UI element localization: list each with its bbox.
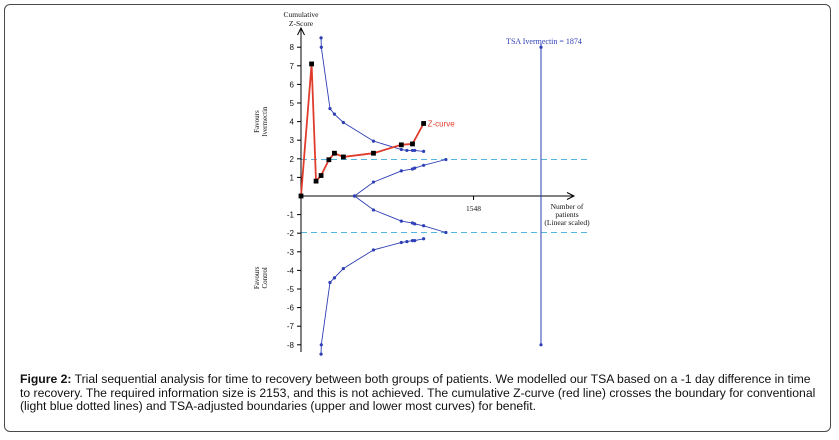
upper-futility-line [354, 159, 447, 197]
upper-boundary-point [399, 147, 403, 152]
upper-futility-point [422, 163, 426, 167]
lower-boundary-point [319, 343, 323, 347]
caption-label: Figure 2: [20, 372, 72, 386]
z-curve-point [309, 61, 314, 67]
ris-label: TSA Ivermectin = 1874 [506, 37, 582, 46]
y-tick-label: 6 [290, 80, 295, 89]
y-tick-label: -3 [287, 248, 295, 257]
y-tick-label: -1 [287, 211, 295, 220]
x-axis-title-line: patients [555, 210, 578, 219]
upper-futility-point [399, 169, 403, 173]
tsa-chart: 87654321-1-2-3-4-5-6-7-81548CumulativeZ-… [253, 10, 590, 356]
y-tick-label: -8 [287, 341, 295, 350]
upper-boundary-point [371, 139, 376, 143]
z-curve-point [318, 173, 324, 178]
y-tick-label: 4 [290, 118, 295, 127]
lower-futility-point [444, 230, 448, 235]
x-tick-label: 1548 [466, 204, 481, 213]
caption-text: Trial sequential analysis for time to re… [20, 372, 816, 414]
upper-boundary-point [341, 120, 345, 125]
lower-futility-point [422, 224, 426, 228]
lower-boundary-point [328, 280, 332, 285]
z-curve-point [326, 157, 332, 163]
lower-boundary-point [399, 240, 403, 245]
favours-lower-label: Favours [253, 266, 261, 289]
y-tick-label: -7 [287, 322, 295, 331]
upper-futility-point [413, 166, 417, 170]
ris-top-point [539, 45, 543, 49]
upper-boundary-point [410, 148, 415, 153]
y-tick-label: 8 [290, 43, 295, 52]
ris-bottom-point [539, 343, 543, 347]
z-curve-point [313, 178, 319, 184]
lower-boundary-line [320, 238, 424, 355]
y-axis-title-line: Cumulative [284, 10, 320, 19]
lower-boundary-point [319, 352, 323, 356]
z-curve-point [332, 150, 337, 156]
y-tick-label: -6 [287, 304, 295, 313]
upper-boundary-point [319, 36, 323, 40]
y-tick-label: 3 [290, 136, 295, 145]
figure-caption: Figure 2: Trial sequential analysis for … [20, 372, 818, 414]
favours-lower-label: Control [261, 267, 269, 288]
upper-boundary-point [332, 112, 337, 116]
lower-futility-point [352, 194, 357, 198]
z-curve-point [371, 150, 376, 156]
favours-upper-label: Ivermectin [261, 106, 269, 137]
y-axis-arrow [297, 26, 305, 36]
z-curve-point [340, 154, 346, 160]
y-tick-label: 7 [290, 62, 295, 71]
y-tick-label: -2 [287, 229, 295, 238]
x-axis-title-line: (Linear scaled) [544, 218, 590, 227]
x-axis-title-line: Number of [551, 202, 584, 211]
z-curve-label: Z-curve [428, 119, 456, 128]
upper-boundary-point [405, 148, 409, 153]
upper-boundary-point [328, 106, 332, 111]
lower-boundary-point [341, 266, 345, 271]
figure-frame [4, 4, 831, 432]
y-tick-label: 5 [290, 99, 295, 108]
upper-futility-point [371, 180, 376, 184]
upper-boundary-point [319, 45, 323, 49]
lower-futility-line [354, 195, 447, 233]
z-curve-point [421, 121, 427, 126]
upper-boundary-line [320, 37, 424, 152]
lower-boundary-point [405, 239, 409, 244]
z-curve-point [398, 142, 404, 148]
y-tick-label: 1 [290, 173, 295, 182]
lower-boundary-point [410, 239, 415, 243]
upper-futility-point [444, 157, 448, 162]
lower-futility-point [399, 219, 403, 223]
lower-boundary-point [332, 276, 337, 280]
lower-boundary-point [422, 237, 426, 241]
y-tick-label: -4 [287, 266, 295, 275]
z-curve-point [298, 193, 304, 199]
favours-upper-label: Favours [253, 110, 261, 133]
y-tick-label: -5 [287, 285, 295, 294]
x-axis-arrow [566, 192, 576, 200]
lower-futility-point [371, 208, 376, 212]
z-curve-point [410, 141, 415, 147]
y-axis-title-line: Z-Score [289, 19, 314, 28]
upper-boundary-point [422, 149, 426, 153]
upper-boundary-point [413, 148, 417, 153]
y-tick-label: 2 [290, 155, 295, 164]
lower-boundary-point [371, 248, 376, 252]
lower-boundary-point [413, 239, 417, 243]
lower-futility-point [413, 222, 417, 226]
